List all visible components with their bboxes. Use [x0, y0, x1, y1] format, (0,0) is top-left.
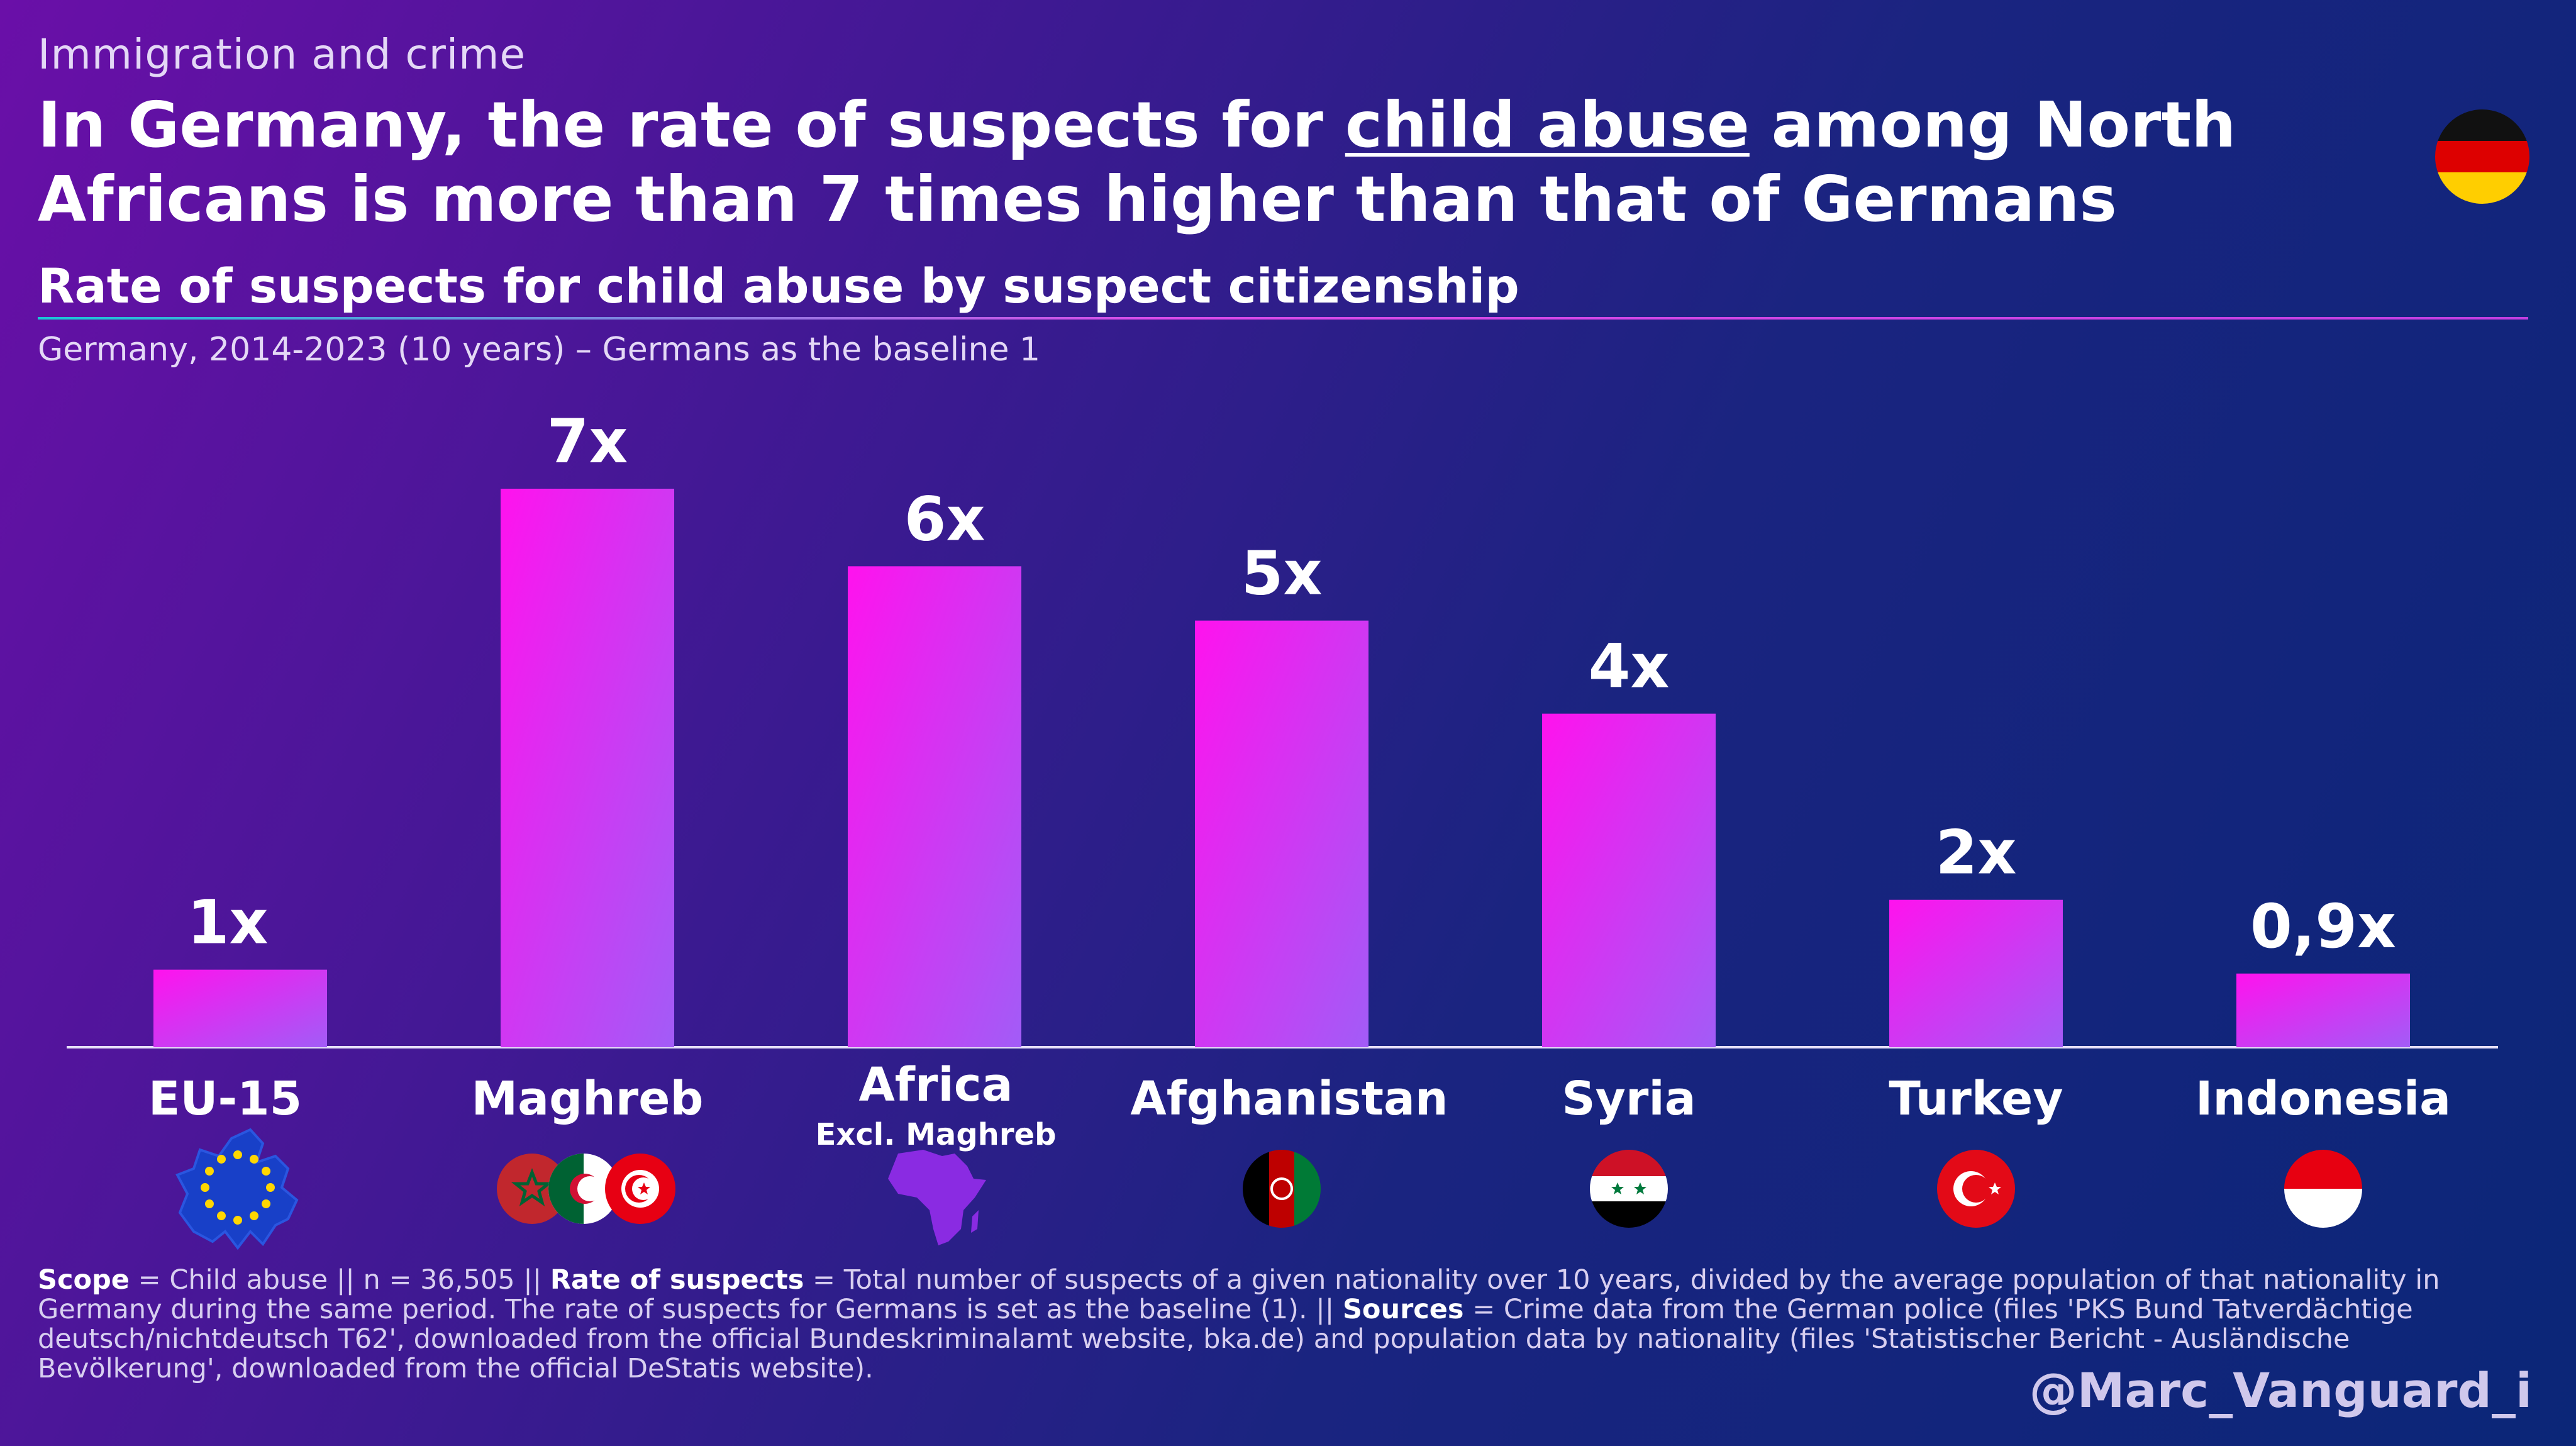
- scope-text: = Child abuse || n = 36,505 ||: [129, 1264, 550, 1296]
- maghreb-flags-icon: [497, 1154, 675, 1224]
- indonesia-flag-icon: [2284, 1150, 2362, 1228]
- sources-text: = Crime data from the German police (fil…: [38, 1294, 2413, 1384]
- bar-maghreb: [501, 489, 674, 1047]
- value-label: 2x: [1936, 818, 2017, 888]
- rate-label: Rate of suspects: [550, 1264, 804, 1296]
- bar-afghanistan: [1195, 620, 1368, 1047]
- category-label: Indonesia: [2196, 1072, 2451, 1126]
- category-label: Maghreb: [472, 1072, 704, 1126]
- title-divider: [38, 317, 2528, 320]
- value-label: 0,9x: [2250, 891, 2396, 962]
- chart-subtitle: Germany, 2014-2023 (10 years) – Germans …: [38, 331, 1041, 369]
- category-label: Afghanistan: [1130, 1072, 1448, 1126]
- kicker: Immigration and crime: [38, 30, 526, 79]
- value-label: 4x: [1589, 631, 1670, 702]
- africa-map-icon: [888, 1150, 986, 1245]
- category-label: EU-15: [148, 1072, 302, 1126]
- eu-map-icon: [175, 1128, 299, 1250]
- sources-label: Sources: [1342, 1294, 1464, 1325]
- bar-africa: [848, 566, 1021, 1047]
- bar-indonesia: [2236, 973, 2410, 1047]
- footnote: Scope = Child abuse || n = 36,505 || Rat…: [38, 1265, 2490, 1384]
- value-label: 6x: [904, 484, 985, 554]
- category-label: Africa: [858, 1058, 1013, 1112]
- category-label: Syria: [1562, 1072, 1696, 1126]
- category-sublabel: Excl. Maghreb: [816, 1117, 1057, 1152]
- headline-part2: among North Africans is more than 7 time…: [38, 88, 2236, 236]
- value-label: 5x: [1241, 538, 1323, 609]
- value-label: 1x: [187, 887, 269, 958]
- syria-flag-icon: [1590, 1150, 1668, 1228]
- headline: In Germany, the rate of suspects for chi…: [38, 88, 2390, 236]
- afghanistan-flag-icon: [1243, 1150, 1321, 1228]
- bar-eu-15: [153, 969, 327, 1047]
- category-label: Turkey: [1889, 1072, 2063, 1126]
- chart-title: Rate of suspects for child abuse by susp…: [38, 258, 1519, 314]
- value-label: 7x: [547, 406, 628, 477]
- bar-turkey: [1889, 899, 2063, 1047]
- germany-flag-icon: [2435, 109, 2529, 204]
- headline-highlight: child abuse: [1345, 88, 1750, 162]
- turkey-flag-icon: [1937, 1150, 2015, 1228]
- scope-label: Scope: [38, 1264, 130, 1296]
- headline-part1: In Germany, the rate of suspects for: [38, 88, 1345, 162]
- author-handle[interactable]: @Marc_Vanguard_i: [2029, 1362, 2532, 1418]
- rate-text: = Total number of suspects of a given na…: [38, 1264, 2440, 1325]
- bar-syria: [1542, 713, 1716, 1047]
